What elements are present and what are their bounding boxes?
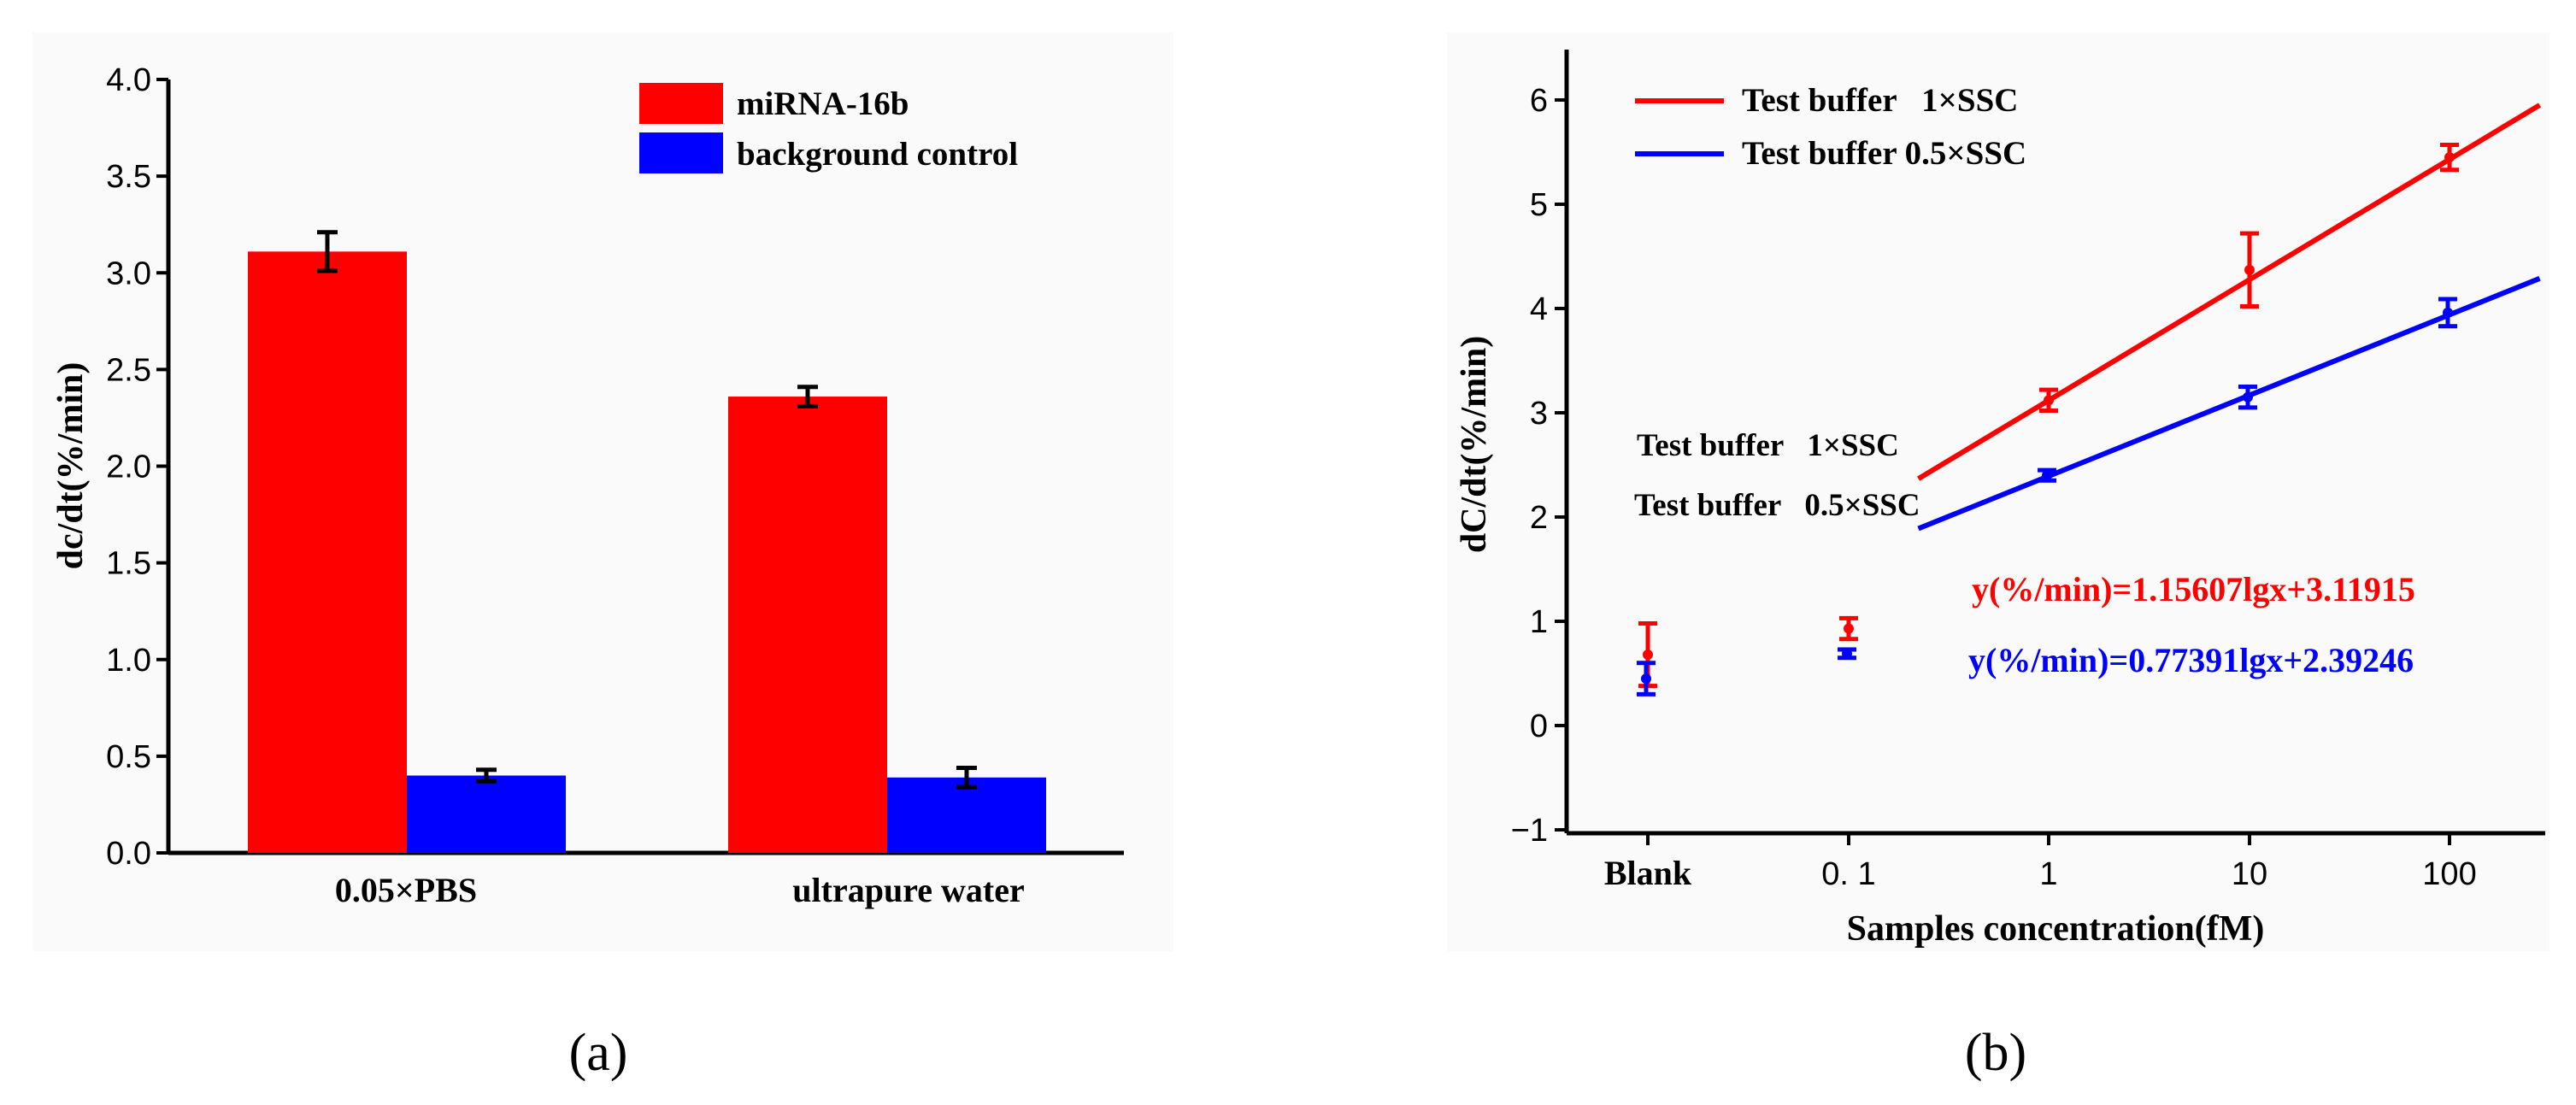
legend-label-mirna: miRNA-16b [737, 85, 909, 122]
panel-a-y-tick-label: 3.0 [106, 256, 151, 291]
panel-b-y-ticks: −1 0 1 2 3 4 5 6 [1511, 83, 1567, 849]
panel-b-background [1447, 32, 2550, 951]
panel-a-y-tick-label: 2.5 [106, 352, 151, 388]
panel-b: −1 0 1 2 3 4 5 6 Blank 0. 1 1 10 100 dC/dt(%/min) S… [1447, 32, 2550, 1082]
panel-b-y-tick-label: 3 [1530, 396, 1548, 432]
panel-a-y-tick-label: 4.0 [106, 62, 151, 98]
data-point [1641, 673, 1651, 685]
panel-a-category-label-1: ultrapure water [792, 871, 1024, 909]
panel-a-y-tick-label: 3.5 [106, 159, 151, 195]
panel-b-y-axis-label: dC/dt(%/min) [1455, 336, 1494, 553]
bar [887, 777, 1046, 853]
panel-a-y-tick-label: 0.5 [106, 739, 151, 775]
data-point [1842, 648, 1852, 659]
bar [728, 397, 887, 853]
panel-b-fit-lines [1917, 103, 2542, 532]
panel-a-caption: (a) [569, 1024, 628, 1082]
fit-label-1xssc: Test buffer 1×SSC [1637, 428, 1899, 463]
panel-b-x-tick-label: 100 [2422, 856, 2476, 892]
bar [248, 251, 407, 853]
fit-label-05xssc: Test buffer 0.5×SSC [1634, 488, 1920, 523]
equation-05xssc: y(%/min)=0.77391lgx+2.39246 [1968, 641, 2414, 679]
panel-b-y-tick-label: 0 [1530, 708, 1548, 744]
fit-line [1917, 276, 2541, 532]
data-point [2042, 470, 2052, 481]
panel-b-caption: (b) [1965, 1024, 2026, 1082]
legend-swatch-background [639, 132, 723, 173]
legend-label-background: background control [737, 136, 1018, 173]
data-point [1643, 649, 1653, 661]
panel-b-y-tick-label: 6 [1530, 83, 1548, 119]
panel-a-bars [248, 251, 1046, 853]
panel-b-x-tick-label: Blank [1604, 854, 1692, 892]
data-point [2243, 391, 2253, 403]
legend-label-05xssc: Test buffer 0.5×SSC [1742, 135, 2026, 172]
data-point [2044, 395, 2054, 406]
panel-b-x-ticks: Blank 0. 1 1 10 100 [1604, 833, 2477, 892]
panel-b-x-tick-label: 10 [2232, 856, 2267, 892]
panel-b-y-tick-label: 5 [1530, 187, 1548, 223]
panel-a-legend: miRNA-16b background control [639, 83, 1018, 173]
panel-b-y-tick-label: 2 [1530, 500, 1548, 536]
data-point [2244, 264, 2255, 275]
fit-line [1917, 103, 2542, 481]
panel-a-y-axis-label: dc/dt(%/min) [51, 362, 91, 570]
data-point [2443, 307, 2453, 318]
panel-a: 0.0 0.5 1.0 1.5 2.0 2.5 3.0 3.5 4.0 0.05×PBS ult… [32, 32, 1173, 1082]
panel-a-category-label-0: 0.05×PBS [335, 871, 477, 909]
data-point [2444, 152, 2455, 163]
panel-a-y-tick-label: 0.0 [106, 836, 151, 872]
bar [407, 775, 566, 853]
panel-a-y-tick-label: 1.0 [106, 643, 151, 679]
panel-b-x-tick-label: 0. 1 [1821, 856, 1875, 892]
panel-b-legend: Test buffer 1×SSC Test buffer 0.5×SSC [1635, 82, 2026, 172]
panel-a-y-ticks: 0.0 0.5 1.0 1.5 2.0 2.5 3.0 3.5 4.0 [106, 62, 168, 872]
panel-a-y-tick-label: 2.0 [106, 450, 151, 485]
panel-a-error-bars [317, 230, 977, 790]
panel-b-points [1637, 142, 2459, 697]
panel-b-y-tick-label: 1 [1530, 604, 1548, 640]
data-point [1844, 623, 1854, 634]
legend-swatch-mirna [639, 83, 723, 124]
panel-b-y-tick-label: −1 [1511, 813, 1548, 849]
panel-b-x-tick-label: 1 [2039, 856, 2057, 892]
panel-b-x-axis-label: Samples concentration(fM) [1847, 909, 2265, 949]
equation-1xssc: y(%/min)=1.15607lgx+3.11915 [1972, 570, 2415, 608]
panel-a-y-tick-label: 1.5 [106, 546, 151, 582]
legend-label-1xssc: Test buffer 1×SSC [1742, 82, 2018, 119]
panel-b-y-tick-label: 4 [1530, 291, 1548, 327]
